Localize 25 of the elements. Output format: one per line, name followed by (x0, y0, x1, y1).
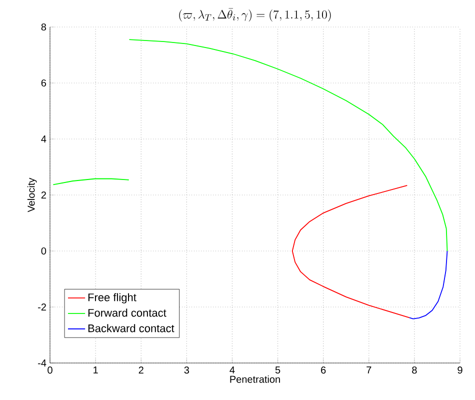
x-tick-label: 4 (230, 366, 235, 374)
y-tick-label: 6 (41, 79, 46, 87)
x-tick-label: 3 (184, 366, 190, 374)
line-series (292, 185, 410, 318)
x-tick-label: 1 (94, 366, 98, 374)
x-tick-label: 8 (412, 366, 417, 374)
chart-title: $(\varpi, \lambda_T, \Delta\bar{\theta}_i, \gamma) = (7, 1.1, 5, 10)$ (179, 8, 331, 22)
line-series (408, 250, 448, 320)
x-tick-label: 6 (321, 366, 326, 374)
legend-label: Free flight (88, 293, 136, 304)
y-tick-label: 4 (41, 136, 46, 142)
x-axis-title: Penetration (230, 375, 280, 383)
y-tick-label: -2 (38, 304, 46, 310)
x-tick-label: 0 (48, 366, 52, 374)
y-tick-label: 8 (41, 23, 46, 31)
x-tick-label: 9 (458, 366, 462, 374)
y-tick-label: 2 (41, 192, 46, 198)
x-tick-label: 7 (366, 366, 372, 374)
x-tick-label: 5 (275, 366, 280, 374)
legend-label: Forward contact (88, 308, 166, 317)
legend-label: Backward contact (88, 324, 174, 332)
y-axis-title: Velocity (27, 178, 37, 212)
x-tick-label: 2 (138, 366, 144, 374)
y-tick-label: -4 (38, 360, 46, 366)
y-tick-label: 0 (41, 247, 46, 255)
